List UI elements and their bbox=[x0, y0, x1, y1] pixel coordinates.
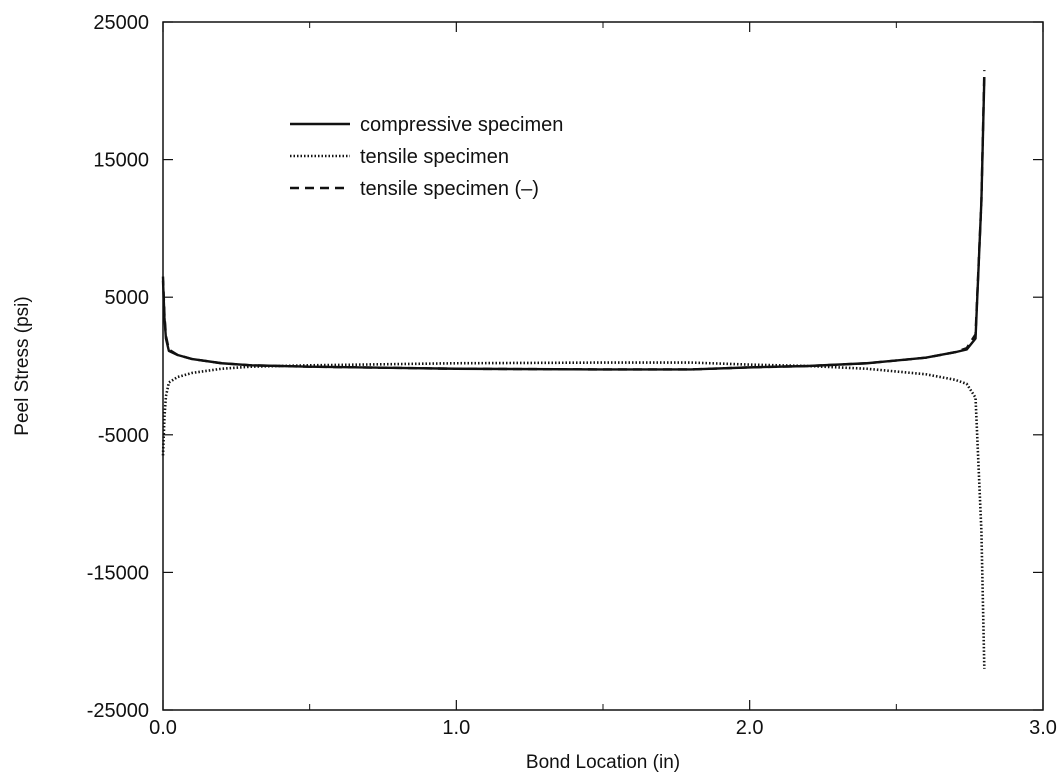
y-tick-label: 15000 bbox=[93, 150, 149, 172]
y-tick-label: 25000 bbox=[93, 12, 149, 34]
y-tick-label: -15000 bbox=[87, 562, 149, 584]
y-tick-label: -25000 bbox=[87, 700, 149, 722]
x-tick-label: 1.0 bbox=[442, 717, 470, 739]
legend-label-2: tensile specimen (–) bbox=[360, 178, 539, 200]
y-tick-labels: -25000 -15000 -5000 5000 15000 25000 bbox=[87, 12, 149, 722]
series-line-0 bbox=[161, 77, 986, 371]
x-axis-label: Bond Location (in) bbox=[526, 752, 680, 773]
series-lines bbox=[161, 70, 986, 669]
x-tick-label: 0.0 bbox=[149, 717, 177, 739]
tick-marks bbox=[162, 21, 1044, 711]
y-axis-label: Peel Stress (psi) bbox=[12, 296, 33, 435]
y-tick-label: -5000 bbox=[98, 425, 149, 447]
legend-label-0: compressive specimen bbox=[360, 114, 563, 136]
legend: compressive specimen tensile specimen tens… bbox=[290, 114, 563, 200]
x-tick-labels: 0.0 1.0 2.0 3.0 bbox=[149, 717, 1057, 739]
y-tick-label: 5000 bbox=[105, 287, 150, 309]
series-line-1 bbox=[161, 361, 986, 669]
series-line-2 bbox=[161, 70, 986, 371]
x-tick-label: 3.0 bbox=[1029, 717, 1057, 739]
legend-label-1: tensile specimen bbox=[360, 146, 509, 168]
x-tick-label: 2.0 bbox=[736, 717, 764, 739]
